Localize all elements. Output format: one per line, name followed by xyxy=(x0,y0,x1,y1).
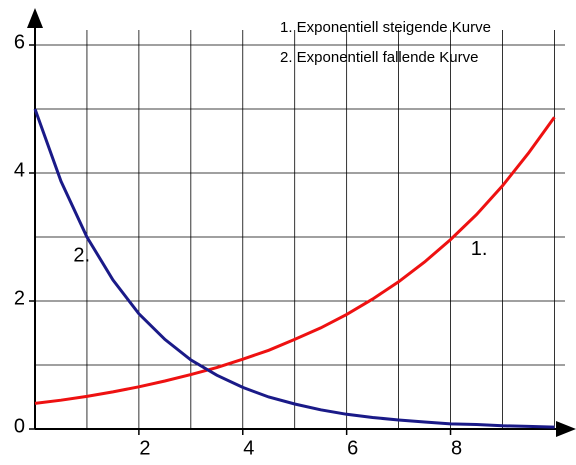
line xyxy=(33,108,555,429)
line xyxy=(34,116,556,405)
x-tick-label: 4 xyxy=(243,437,254,459)
y-axis-arrow xyxy=(27,8,43,28)
y-tick-label: 2 xyxy=(14,287,25,309)
y-tick-label: 6 xyxy=(14,31,25,53)
x-tick-label: 6 xyxy=(347,437,358,459)
x-tick-label: 8 xyxy=(451,437,462,459)
x-tick-label: 2 xyxy=(139,437,150,459)
x-axis-arrow xyxy=(556,421,576,437)
legend-entry: 2. Exponentiell fallende Kurve xyxy=(280,49,478,66)
y-tick-label: 0 xyxy=(14,415,25,437)
annotation: 2. xyxy=(73,244,90,266)
y-tick-label: 4 xyxy=(14,159,25,181)
legend-entry: 1. Exponentiell steigende Kurve xyxy=(280,19,491,36)
annotation: 1. xyxy=(471,238,488,260)
